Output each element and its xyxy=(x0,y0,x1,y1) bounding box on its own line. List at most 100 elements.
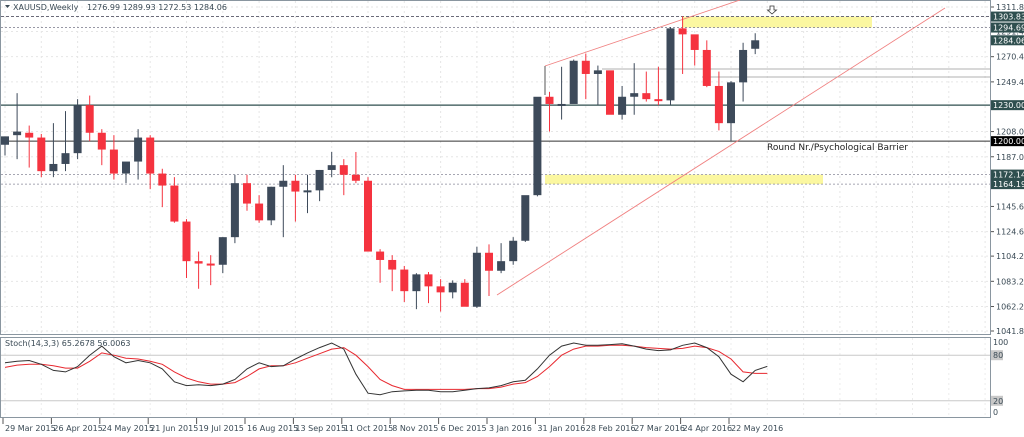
candle-body xyxy=(158,173,167,186)
price-tick-label: 1208.00 xyxy=(996,128,1024,137)
candle-body xyxy=(194,261,203,264)
candle-body xyxy=(218,237,227,265)
price-label-badge xyxy=(991,179,1024,190)
support-zone xyxy=(545,174,823,185)
candle-body xyxy=(327,165,336,170)
candle-body xyxy=(109,149,118,174)
candle-body xyxy=(448,282,457,293)
time-tick-label: 19 Jul 2015 xyxy=(199,424,244,433)
candle-body xyxy=(460,282,469,307)
candle-body xyxy=(690,34,699,50)
collapse-triangle-icon[interactable] xyxy=(5,5,10,8)
stoch-level-label: 80 xyxy=(993,351,1003,360)
candle-body xyxy=(13,131,22,136)
stoch-level-label: 0 xyxy=(993,408,998,417)
price-tick-label: 1083.20 xyxy=(996,277,1024,286)
time-tick-label: 11 Oct 2015 xyxy=(344,424,393,433)
time-tick-label: 27 Mar 2016 xyxy=(634,424,685,433)
candle-body xyxy=(702,49,711,86)
resistance-zone xyxy=(682,16,872,28)
stoch-signal-line xyxy=(4,344,768,390)
trendlines xyxy=(496,0,946,296)
candle-body xyxy=(545,96,554,104)
time-tick-label: 8 Nov 2015 xyxy=(392,424,438,433)
candle-body xyxy=(533,96,542,196)
price-label-badge xyxy=(991,136,1024,147)
candle-body xyxy=(509,240,518,262)
main-panel-frame xyxy=(0,0,991,335)
price-tick-label: 1124.60 xyxy=(996,228,1024,237)
candle-body xyxy=(412,274,421,292)
candle-body xyxy=(751,40,760,49)
price-label-value: 1303.83 xyxy=(993,13,1024,22)
candle-body xyxy=(424,274,433,287)
stoch-level-label: 20 xyxy=(993,397,1003,406)
stoch-level-badge xyxy=(991,350,1003,361)
candle-body xyxy=(485,252,493,271)
candle-body xyxy=(557,103,566,106)
candle-body xyxy=(122,161,130,174)
price-axis[interactable]: 1311.801291.401270.401249.401208.001187.… xyxy=(991,3,1024,417)
price-tick-label: 1187.00 xyxy=(996,153,1024,162)
candle-body xyxy=(303,190,312,193)
candle-body xyxy=(472,252,481,307)
upper-channel-line xyxy=(544,0,741,67)
candle-body xyxy=(739,49,748,83)
candle-body xyxy=(255,203,264,221)
candle-body xyxy=(569,60,578,104)
candle-body xyxy=(606,70,614,115)
candle-body xyxy=(49,163,58,172)
candle-body xyxy=(206,263,215,266)
candle-body xyxy=(364,180,372,252)
candle-body xyxy=(521,195,530,241)
time-tick-label: 3 Jan 2016 xyxy=(489,424,532,433)
price-tick-label: 1145.60 xyxy=(996,202,1024,211)
price-tick-label: 1104.20 xyxy=(996,252,1024,261)
candle-body xyxy=(170,185,179,222)
price-label-value: 1164.19 xyxy=(993,180,1024,189)
candle-body xyxy=(339,165,348,175)
down-arrow-icon xyxy=(766,5,778,15)
ohlc-values: 1276.99 1289.93 1272.53 1284.06 xyxy=(87,3,227,12)
candle-body xyxy=(642,93,651,100)
lower-trendline xyxy=(496,7,946,296)
time-tick-label: 24 May 2015 xyxy=(102,424,154,433)
candle-body xyxy=(618,96,627,115)
price-label-value: 1284.06 xyxy=(993,36,1024,45)
candles xyxy=(1,16,760,312)
price-label-badge xyxy=(991,11,1024,22)
time-tick-label: 31 Jan 2016 xyxy=(537,424,585,433)
price-label-value: 1200.00 xyxy=(993,137,1024,146)
price-tick-label: 1062.20 xyxy=(996,303,1024,312)
candle-body xyxy=(630,93,639,97)
candle-body xyxy=(581,60,590,74)
candle-body xyxy=(37,137,46,172)
price-label-badge xyxy=(991,22,1024,33)
stochastic-lines xyxy=(1,342,990,402)
candle-body xyxy=(400,269,409,292)
time-tick-label: 16 Aug 2015 xyxy=(247,424,298,433)
price-tick-label: 1041.80 xyxy=(996,327,1024,336)
highlight-zones xyxy=(545,16,872,185)
candle-body xyxy=(714,85,723,124)
price-label-value: 1172.14 xyxy=(993,171,1024,180)
candle-body xyxy=(654,99,663,102)
candle-body xyxy=(497,261,506,271)
candle-body xyxy=(146,137,155,174)
symbol-label: XAUUSD,Weekly xyxy=(13,3,79,12)
candle-body xyxy=(593,70,602,74)
candle-body xyxy=(267,186,276,221)
candle-body xyxy=(97,132,106,150)
annotation-label: Round Nr./Psychological Barrier xyxy=(767,143,908,153)
stochastic-label: Stoch(14,3,3) 65.2678 56.0063 xyxy=(5,339,131,348)
candle-body xyxy=(291,180,300,192)
candle-body xyxy=(388,259,397,270)
candle-body xyxy=(351,174,360,181)
time-tick-label: 28 Feb 2016 xyxy=(586,424,636,433)
candle-body xyxy=(73,105,82,154)
candle-body xyxy=(376,251,385,260)
candle-body xyxy=(315,169,324,191)
price-label-badge xyxy=(991,100,1024,111)
